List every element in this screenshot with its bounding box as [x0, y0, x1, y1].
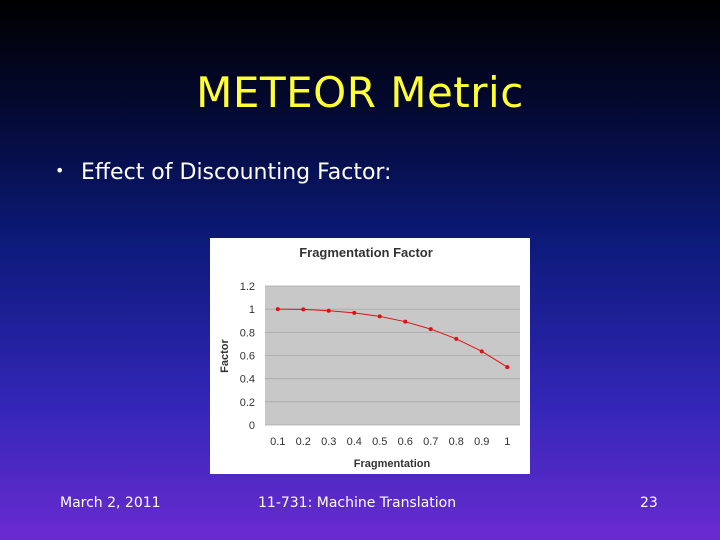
chart-container: Fragmentation Factor 0 0.2 0.4 0.6 0.8 1 1.2 0…: [210, 238, 530, 474]
y-tick-label: 1: [249, 304, 255, 316]
grid-lines: [265, 285, 520, 426]
y-tick-label: 0.2: [240, 397, 255, 409]
data-point: [377, 314, 382, 319]
x-tick-label: 0.1: [270, 436, 285, 448]
slide-title: METEOR Metric: [196, 68, 524, 117]
x-tick-label: 0.8: [449, 436, 464, 448]
x-tick-label: 0.5: [372, 436, 387, 448]
y-axis-label: Factor: [219, 338, 231, 372]
x-axis-ticks: 0.1 0.2 0.3 0.4 0.5 0.6 0.7 0.8 0.9 1: [270, 436, 510, 448]
footer-page-number: 23: [640, 495, 658, 511]
x-tick-label: 0.6: [398, 436, 413, 448]
x-tick-label: 0.7: [423, 436, 438, 448]
data-point: [428, 327, 433, 332]
y-tick-label: 1.2: [240, 281, 255, 293]
x-tick-label: 1: [504, 436, 510, 448]
series-line: [277, 308, 508, 368]
x-tick-label: 0.9: [474, 436, 489, 448]
bullet-point: • Effect of Discounting Factor:: [55, 160, 391, 185]
y-axis-ticks: 0 0.2 0.4 0.6 0.8 1 1.2: [240, 281, 255, 432]
y-tick-label: 0.8: [240, 327, 255, 339]
y-tick-label: 0: [249, 420, 255, 432]
y-tick-label: 0.4: [240, 374, 255, 386]
series-points: [275, 307, 510, 370]
y-tick-label: 0.6: [240, 351, 255, 363]
data-point: [352, 310, 357, 315]
data-point: [505, 365, 510, 370]
x-tick-label: 0.4: [347, 436, 362, 448]
bullet-text: Effect of Discounting Factor:: [81, 160, 392, 185]
footer-course: 11-731: Machine Translation: [258, 495, 457, 511]
chart-title: Fragmentation Factor: [299, 245, 433, 260]
data-point: [479, 349, 484, 354]
data-point: [326, 308, 331, 313]
x-tick-label: 0.3: [321, 436, 336, 448]
x-axis-label: Fragmentation: [354, 458, 431, 470]
bullet-dot: •: [55, 161, 65, 180]
x-tick-label: 0.2: [296, 436, 311, 448]
footer-date: March 2, 2011: [60, 495, 161, 511]
fragmentation-chart: Fragmentation Factor 0 0.2 0.4 0.6 0.8 1 1.2 0…: [219, 245, 520, 470]
data-point: [275, 307, 280, 312]
data-point: [301, 307, 306, 312]
data-point: [454, 336, 459, 341]
data-point: [403, 319, 408, 324]
